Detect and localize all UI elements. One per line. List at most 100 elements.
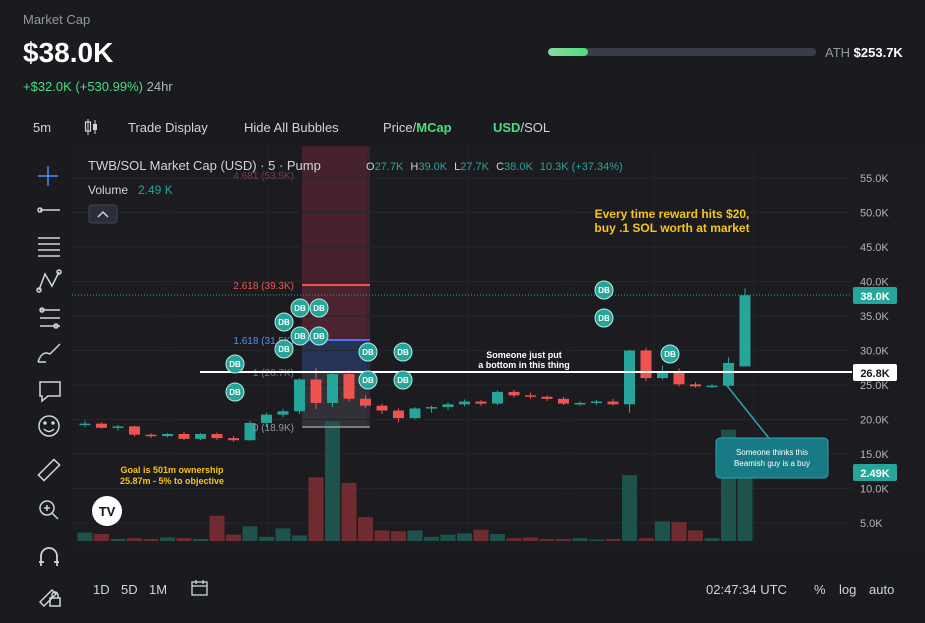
callout-box [715,437,829,479]
volume-bar [325,421,340,541]
volume-bar [407,530,423,541]
trade-bubble-label: DB [229,388,241,397]
candle-body [541,396,553,399]
annotation-goal-1: Goal is 501m ownership [120,465,224,475]
volume-bar [94,534,109,541]
hide-bubbles-button[interactable]: Hide All Bubbles [244,120,339,135]
volume-bar [605,538,621,541]
trade-bubble: DB [594,280,614,300]
candle-body [178,433,190,439]
trade-bubble: DB [393,342,413,362]
bottom-bar: 1D 5D 1M 02:47:34 UTC % log auto [0,570,925,610]
trade-bubble: DB [594,308,614,328]
usd-sol-toggle[interactable]: USD/SOL [493,120,550,135]
candle-body [673,371,685,385]
trade-bubble: DB [225,354,245,374]
auto-scale-button[interactable]: auto [869,582,895,597]
fib-lines-icon[interactable] [38,237,60,257]
fib-zone-blue [302,340,370,374]
volume-bar [127,538,142,541]
emoji-icon[interactable] [38,415,60,437]
trade-bubble-circle [358,370,378,390]
zoom-icon[interactable] [39,500,59,520]
chart-area[interactable]: 4.681 (53.5K) 2.618 (39.3K) 1.618 (31.5K… [72,146,925,563]
candle-type-button[interactable] [84,117,98,140]
candle-body [393,410,404,419]
volume-bar [506,538,522,541]
candle-body [162,433,173,437]
text-icon[interactable] [39,381,61,403]
date-range-button[interactable] [190,578,210,601]
trade-bubble-circle [225,354,245,374]
volume-bar [160,537,175,541]
annotation-bottom-2: a bottom in this thing [478,360,570,370]
trade-bubble-label: DB [362,376,374,385]
candle-body [112,426,124,428]
trade-bubble-label: DB [397,376,409,385]
lock-drawing-icon[interactable] [38,588,61,608]
legend-o-label: O [366,161,375,173]
volume-bar [358,517,373,541]
price-mcap-toggle[interactable]: Price/MCap [383,120,452,135]
legend-o-val: 27.7K [375,161,404,173]
volume-bar [457,533,472,541]
volume-bar [209,515,225,541]
utc-clock[interactable]: 02:47:34 UTC [706,582,787,597]
candle-body [574,402,586,405]
level-tag [853,364,897,381]
volume-bar [523,537,538,541]
magnet-icon[interactable] [39,547,59,566]
legend-h-val: 39.0K [418,161,447,173]
volume-bar [440,534,456,541]
candlestick-icon [84,119,97,135]
candle-body [360,398,371,406]
price-option: Price/ [383,120,417,135]
fib-label-4681: 4.681 (53.5K) [233,171,294,182]
legend-l-val: 27.7K [460,161,489,173]
volume-bar [539,538,555,541]
range-1d-button[interactable]: 1D [93,582,110,597]
sol-option: /SOL [520,120,551,135]
percent-scale-button[interactable]: % [814,582,826,597]
market-cap-label: Market Cap [23,12,91,27]
volume-bar [556,538,571,541]
trade-bubble-label: DB [294,332,306,341]
trade-bubbles: DB DB DB DB DB DB DB DB DB DB DB DB DB DB DB [225,280,680,402]
candle-body [525,395,536,397]
interval-button[interactable]: 5m [33,120,52,135]
volume-legend-value: 2.49 K [138,183,173,197]
tv-logo-text: TV [99,504,116,519]
ath-progress-bar [548,48,816,56]
brush-icon[interactable] [37,343,61,363]
trade-bubble: DB [660,344,680,364]
volume-bar [589,539,604,541]
volume-bar [110,538,126,541]
drawing-toolbar [0,150,72,623]
volume-bar [737,459,753,541]
drawing-tools-svg [36,166,62,608]
projection-icon[interactable] [39,307,60,329]
collapse-legend-button[interactable] [88,204,118,224]
crosshair-icon[interactable] [38,166,58,186]
ruler-icon[interactable] [37,458,61,482]
trade-display-button[interactable]: Trade Display [128,120,208,135]
candle-body [607,401,619,405]
price-axis[interactable]: 55.0K 50.0K 45.0K 40.0K 35.0K 30.0K 25.0K 20.0K… [860,173,889,530]
candle-body [690,384,701,387]
range-1m-button[interactable]: 1M [149,582,168,597]
range-5d-button[interactable]: 5D [121,582,138,597]
candle-body [409,408,421,419]
price-tick-label: 35.0K [860,311,889,323]
fib-zone-upper [302,146,370,285]
volume-bar [341,482,357,541]
trade-bubble: DB [358,342,378,362]
candles [79,288,751,442]
volume-bar [490,534,505,541]
volume-bar [671,522,687,541]
log-scale-button[interactable]: log [839,582,857,597]
trade-bubble-label: DB [278,345,290,354]
pattern-icon[interactable] [36,269,62,293]
candle-body [145,434,157,437]
trend-line-icon[interactable] [37,207,60,213]
trade-bubble: DB [290,298,310,318]
